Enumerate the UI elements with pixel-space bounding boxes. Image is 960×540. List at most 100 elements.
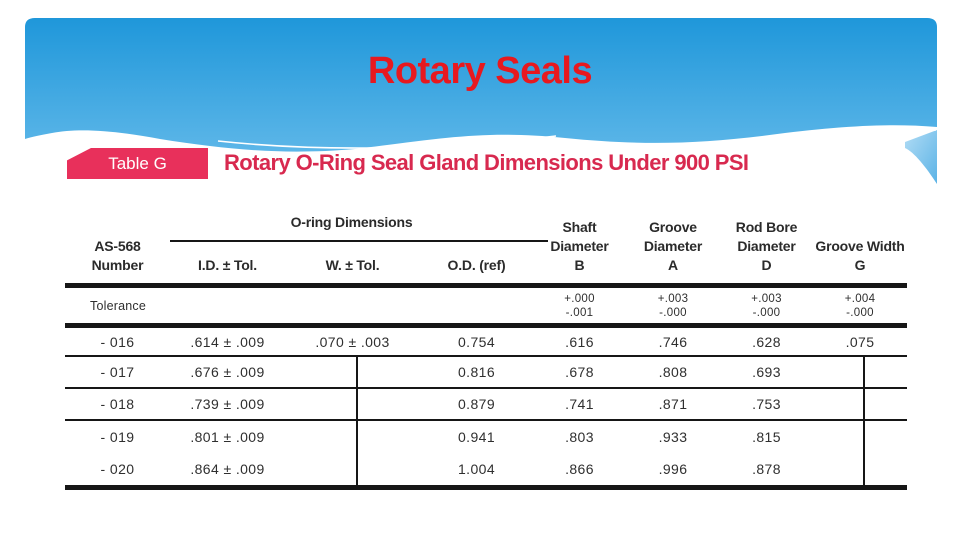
header-groove-line2: Diameter (643, 238, 703, 254)
banner-shape (25, 18, 937, 152)
table-header-row: AS-568 Number O-ring Dimensions I.D. ± T… (65, 205, 907, 288)
header-od-ref: O.D. (ref) (447, 257, 506, 273)
table-row: - 020 .864 ± .009 1.004 .866 .996 .878 (65, 453, 907, 485)
cell-groovewidth (813, 389, 907, 419)
tolerance-label: Tolerance (90, 298, 146, 313)
cell-id: .614 ± .009 (190, 333, 265, 350)
table-heading: Rotary O-Ring Seal Gland Dimensions Unde… (224, 150, 749, 175)
tolerance-rodbore-minus: -.000 (752, 306, 781, 319)
header-rodbore-line1: Rod Bore (735, 219, 798, 235)
cell-shaft: .741 (565, 396, 594, 412)
tolerance-w (285, 288, 420, 323)
tolerance-groove-plus: +.003 (657, 292, 689, 305)
tolerance-rodbore: +.003 -.000 (720, 288, 813, 323)
cell-id: .676 ± .009 (190, 364, 265, 380)
header-shaft-line3: B (574, 257, 585, 273)
ditto-line-groove-width-column (863, 357, 865, 485)
ditto-line-w-column (356, 357, 358, 485)
table-g-label: Table G (108, 153, 167, 173)
cell-rodbore: .878 (752, 461, 781, 477)
cell-groovewidth (813, 357, 907, 387)
oring-dimensions-group: O-ring Dimensions I.D. ± Tol. W. ± Tol. … (170, 205, 548, 283)
cell-number: - 019 (100, 429, 135, 445)
header-wave-art (25, 18, 937, 184)
group-sub-headers: I.D. ± Tol. W. ± Tol. O.D. (ref) (170, 256, 533, 283)
cell-number: - 016 (100, 333, 135, 350)
wave-hairline-right (687, 129, 937, 147)
header-rodbore-diameter: Rod Bore Diameter D (720, 205, 813, 283)
cell-od: 0.879 (457, 396, 496, 412)
tolerance-groove: +.003 -.000 (626, 288, 720, 323)
header-rodbore-line2: Diameter (737, 238, 796, 254)
cell-groove: .933 (658, 429, 688, 445)
cell-w (285, 389, 420, 419)
tolerance-groove-minus: -.000 (659, 306, 687, 319)
header-as568-line2: Number (91, 257, 144, 273)
cell-number: - 018 (100, 396, 135, 412)
tolerance-shaft-minus: -.001 (565, 306, 594, 319)
cell-shaft: .616 (565, 333, 594, 350)
header-id-tol: I.D. ± Tol. (198, 257, 257, 273)
header-groove-line1: Groove (649, 219, 697, 235)
tolerance-row: Tolerance +.000 -.001 +.003 -.000 +.003 … (65, 288, 907, 328)
cell-shaft: .866 (565, 461, 594, 477)
header-shaft-line2: Diameter (550, 238, 609, 254)
cell-od: 1.004 (457, 461, 496, 477)
cell-groove: .871 (658, 396, 688, 412)
slide-title: Rotary Seals (367, 50, 593, 92)
tolerance-shaft-plus: +.000 (564, 292, 595, 305)
cell-number: - 020 (100, 461, 135, 477)
cell-id: .864 ± .009 (190, 461, 265, 477)
cell-w (285, 453, 420, 485)
header-groove-line3: A (668, 257, 678, 273)
cell-rodbore: .693 (752, 364, 781, 380)
header-groove-width: Groove Width G (813, 205, 907, 283)
cell-w (285, 357, 420, 387)
tolerance-shaft: +.000 -.001 (533, 288, 626, 323)
cell-groovewidth: .075 (845, 333, 875, 350)
cell-w (285, 421, 420, 453)
header-rodbore-line3: D (761, 257, 772, 273)
table-row: - 017 .676 ± .009 0.816 .678 .808 .693 (65, 357, 907, 389)
group-header-underline (170, 240, 548, 242)
table-row: - 018 .739 ± .009 0.879 .741 .871 .753 (65, 389, 907, 421)
cell-number: - 017 (100, 364, 135, 380)
cell-od: 0.941 (457, 429, 496, 445)
header-shaft-line1: Shaft (562, 219, 597, 235)
header-w-tol: W. ± Tol. (325, 257, 380, 273)
header-groovewidth-line2: G (854, 257, 866, 273)
cell-shaft: .803 (565, 429, 594, 445)
tolerance-groovewidth-plus: +.004 (844, 292, 876, 305)
wave-wedge (905, 130, 937, 184)
cell-id: .739 ± .009 (190, 396, 265, 412)
cell-groovewidth (813, 453, 907, 485)
tolerance-id (170, 288, 285, 323)
tolerance-groovewidth-minus: -.000 (846, 306, 874, 319)
cell-id: .801 ± .009 (190, 429, 265, 445)
table-row: - 019 .801 ± .009 0.941 .803 .933 .815 (65, 421, 907, 453)
cell-rodbore: .753 (752, 396, 781, 412)
table-g-tag: Table G (67, 148, 208, 179)
tolerance-rodbore-plus: +.003 (751, 292, 782, 305)
cell-od: 0.754 (457, 333, 496, 350)
header-as568-line1: AS-568 (94, 238, 141, 254)
header-groovewidth-line1: Groove Width (815, 238, 905, 254)
cell-groovewidth (813, 421, 907, 453)
table-row: - 016 .614 ± .009 .070 ± .003 0.754 .616… (65, 328, 907, 357)
cell-w: .070 ± .003 (315, 333, 390, 350)
cell-rodbore: .815 (752, 429, 781, 445)
gland-dimensions-table: AS-568 Number O-ring Dimensions I.D. ± T… (65, 205, 907, 490)
header-as568: AS-568 Number (65, 205, 170, 283)
group-header-label: O-ring Dimensions (290, 214, 413, 230)
cell-groove: .996 (658, 461, 688, 477)
tolerance-groovewidth: +.004 -.000 (813, 288, 907, 323)
cell-groove: .746 (658, 333, 688, 350)
cell-rodbore: .628 (752, 333, 781, 350)
cell-shaft: .678 (565, 364, 594, 380)
wave-hairline-left (217, 135, 557, 149)
header-groove-diameter: Groove Diameter A (626, 205, 720, 283)
header-shaft-diameter: Shaft Diameter B (533, 205, 626, 283)
tolerance-od (420, 288, 533, 323)
cell-groove: .808 (658, 364, 688, 380)
cell-od: 0.816 (457, 364, 496, 380)
